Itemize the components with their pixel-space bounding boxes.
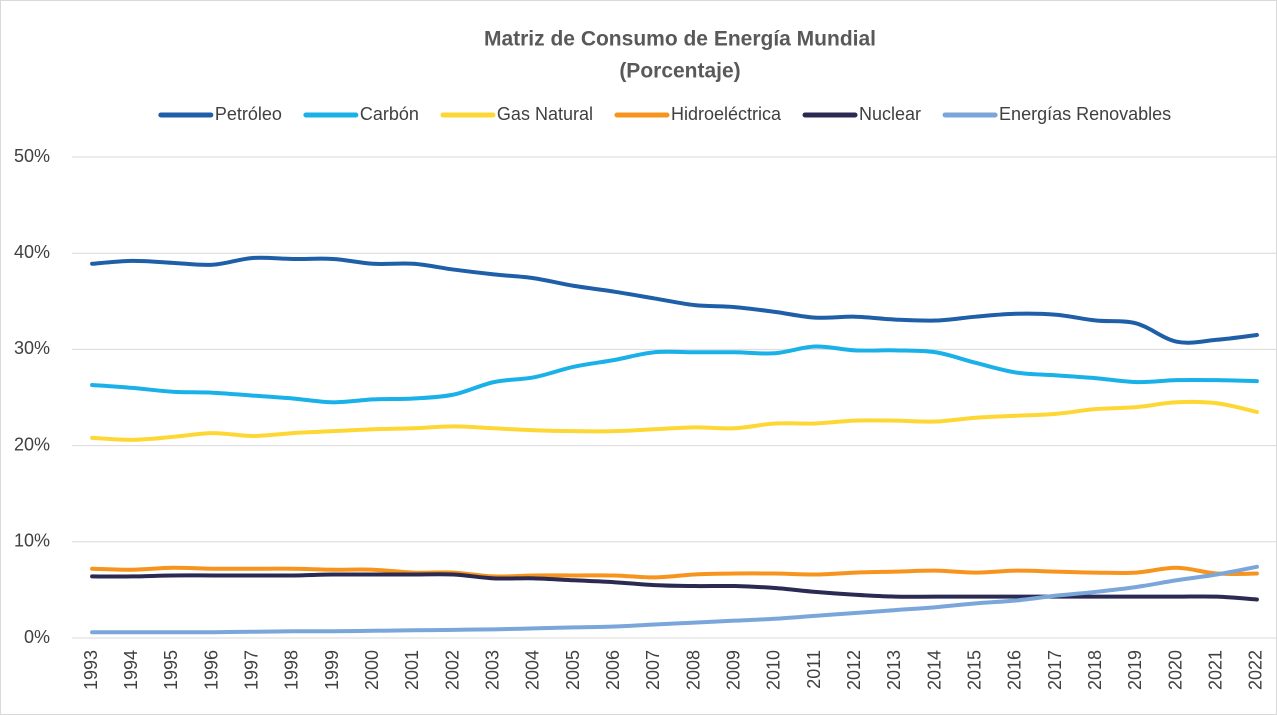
series-line — [90, 565, 1259, 580]
x-tick-label: 2009 — [724, 650, 744, 690]
chart-title: Matriz de Consumo de Energía Mundial — [484, 28, 876, 51]
x-tick-label: 2016 — [1005, 650, 1025, 690]
legend-label: Carbón — [360, 104, 419, 124]
x-tick-label: 2021 — [1206, 650, 1226, 690]
y-tick-label: 40% — [14, 242, 50, 262]
x-tick-label: 1997 — [242, 650, 262, 690]
legend-label: Hidroeléctrica — [671, 104, 782, 124]
x-tick-label: 2000 — [362, 650, 382, 690]
y-tick-label: 20% — [14, 434, 50, 454]
series-line — [90, 399, 1259, 442]
x-tick-label: 2018 — [1085, 650, 1105, 690]
x-tick-label: 2015 — [965, 650, 985, 690]
x-tick-label: 2001 — [402, 650, 422, 690]
x-tick-label: 1996 — [201, 650, 221, 690]
x-tick-label: 2020 — [1165, 650, 1185, 690]
x-tick-label: 2006 — [603, 650, 623, 690]
legend-label: Gas Natural — [497, 104, 593, 124]
y-tick-label: 0% — [24, 627, 50, 647]
chart-subtitle: (Porcentaje) — [619, 60, 740, 83]
x-tick-label: 2014 — [924, 650, 944, 690]
x-tick-label: 2003 — [483, 650, 503, 690]
x-tick-label: 2005 — [563, 650, 583, 690]
x-tick-label: 1994 — [121, 650, 141, 690]
x-tick-label: 2011 — [804, 650, 824, 689]
x-tick-label: 2013 — [884, 650, 904, 690]
x-tick-label: 1993 — [81, 650, 101, 690]
legend-label: Energías Renovables — [999, 104, 1171, 124]
legend: Petróleo Carbón Gas Natural Hidroeléctrica N… — [158, 104, 1171, 124]
x-tick-label: 1999 — [322, 650, 342, 690]
series-line — [90, 255, 1259, 345]
legend-label: Petróleo — [215, 104, 282, 124]
x-tick-label: 2012 — [844, 650, 864, 690]
x-tick-label: 2022 — [1246, 650, 1266, 690]
x-tick-label: 2004 — [523, 650, 543, 690]
x-tick-label: 1995 — [161, 650, 181, 690]
x-tick-label: 2019 — [1125, 650, 1145, 690]
legend-label: Nuclear — [859, 104, 921, 124]
y-tick-label: 50% — [14, 146, 50, 166]
series-line — [90, 344, 1259, 405]
x-tick-label: 2002 — [442, 650, 462, 690]
x-tick-label: 2017 — [1045, 650, 1065, 690]
y-tick-label: 30% — [14, 338, 50, 358]
x-tick-label: 2010 — [764, 650, 784, 690]
y-tick-label: 10% — [14, 531, 50, 551]
x-tick-label: 2007 — [643, 650, 663, 690]
x-tick-label: 2008 — [683, 650, 703, 690]
series-line — [90, 564, 1259, 635]
x-tick-label: 1998 — [282, 650, 302, 690]
